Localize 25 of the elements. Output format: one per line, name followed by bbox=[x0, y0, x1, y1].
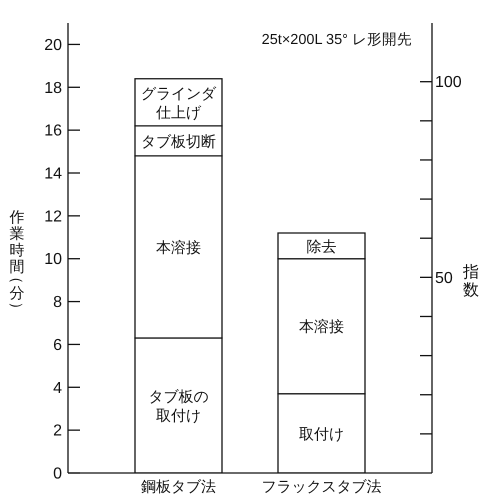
y-tick-label: 0 bbox=[53, 466, 62, 482]
y-tick-label: 20 bbox=[44, 36, 62, 54]
y2-tick-label: 50 bbox=[435, 270, 453, 287]
text: 本溶接 bbox=[299, 318, 344, 336]
y-tick-label: 8 bbox=[53, 294, 62, 312]
y-tick-label: 6 bbox=[53, 336, 62, 354]
x-tick-label: 鋼板タブ法 bbox=[141, 478, 216, 496]
series-label: 除去 bbox=[306, 238, 336, 256]
series-label: タブ板の取付け bbox=[148, 388, 208, 424]
x-tick-label: フラックスタブ法 bbox=[262, 478, 382, 496]
series-label: タブ板切断 bbox=[141, 133, 216, 150]
y-tick-label: 4 bbox=[53, 380, 62, 397]
series-label: 取付け bbox=[299, 426, 344, 443]
series-label: グラインダ仕上げ bbox=[141, 85, 217, 122]
y-tick-label: 18 bbox=[44, 80, 62, 97]
y-axis-title: 作業時間（分） bbox=[8, 209, 25, 316]
y-tick-label: 2 bbox=[53, 422, 62, 440]
series-label: 本溶接 bbox=[156, 239, 201, 256]
y2-axis-title: 指数 bbox=[462, 263, 479, 300]
annotation: 25t×200L 35° レ形開先 bbox=[262, 31, 412, 49]
y-tick-label: 12 bbox=[44, 208, 62, 226]
y-tick-label: 16 bbox=[44, 122, 62, 140]
y2-tick-label: 100 bbox=[435, 74, 462, 92]
y-tick-label: 14 bbox=[44, 166, 62, 182]
y-tick-label: 10 bbox=[44, 251, 62, 268]
